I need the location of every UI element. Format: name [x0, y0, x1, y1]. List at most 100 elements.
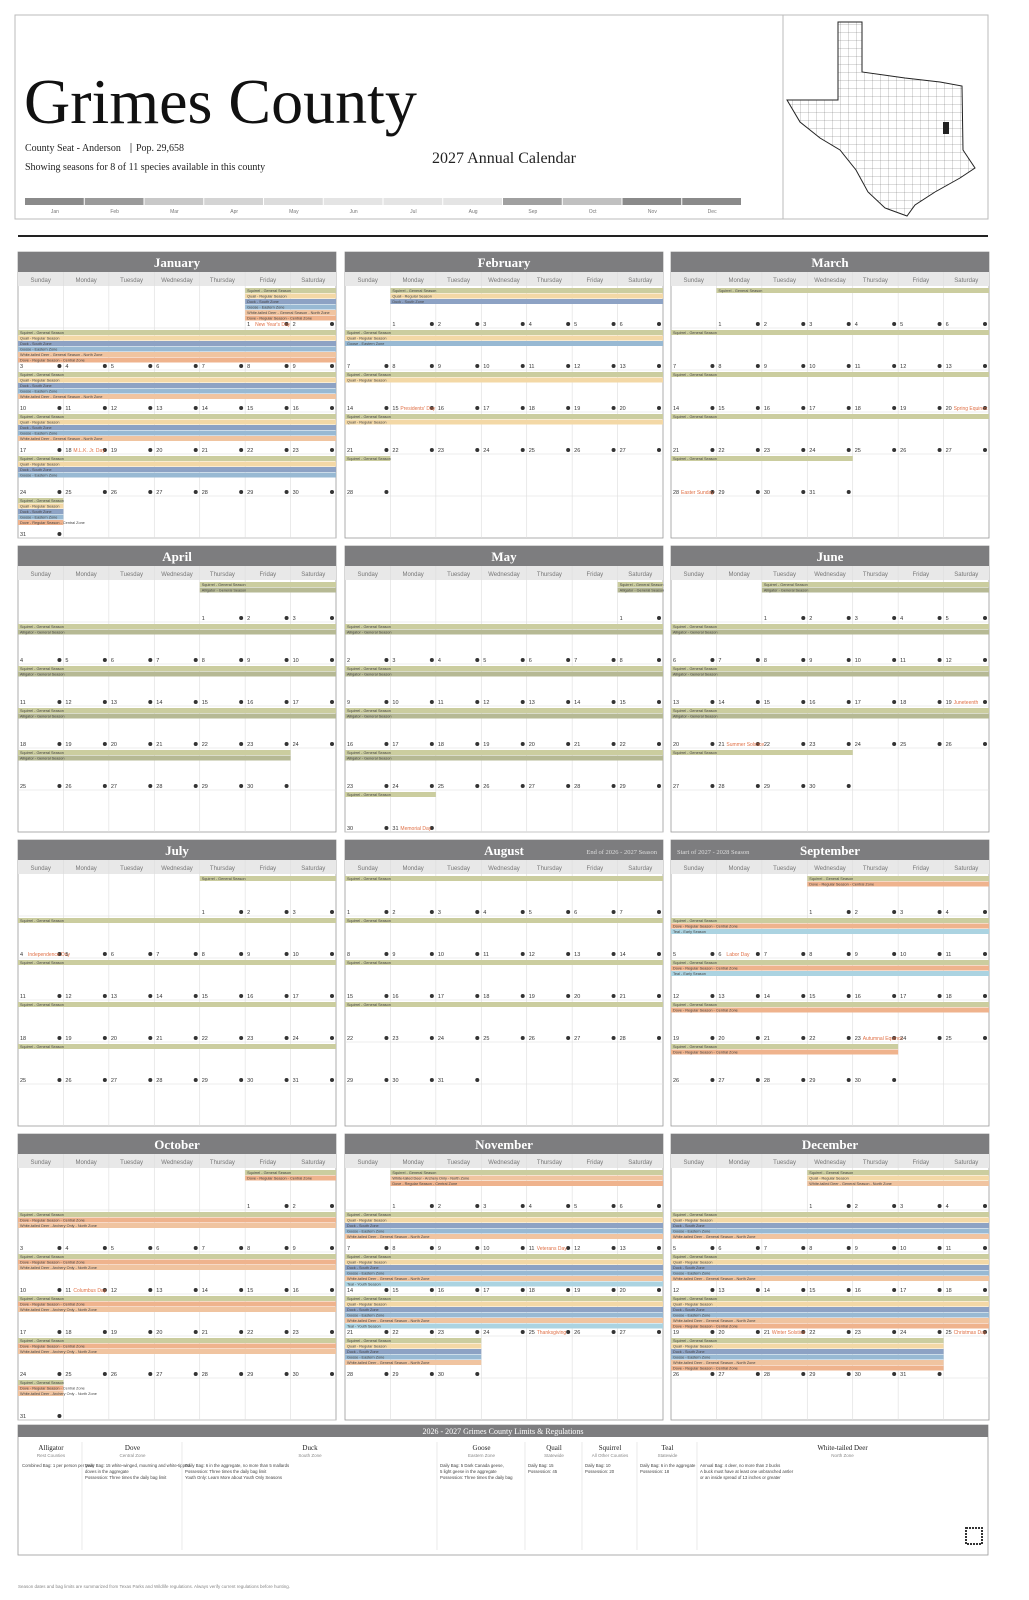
- day-number: 9: [809, 658, 812, 664]
- season-label: Quail - Regular Season: [673, 1345, 712, 1349]
- moon-phase: [330, 1204, 334, 1208]
- day-number: 2: [347, 658, 350, 664]
- day-number: 26: [574, 1330, 580, 1336]
- regs-title: 2026 - 2027 Grimes County Limits & Regul…: [422, 1427, 583, 1436]
- holiday-label: Summer Solstice: [726, 742, 764, 748]
- season-label: Duck - South Zone: [20, 468, 52, 472]
- moon-phase: [710, 490, 715, 494]
- moon-phase: [611, 364, 616, 368]
- moon-phase: [239, 1330, 244, 1334]
- day-number: 2: [247, 616, 250, 622]
- day-number: 24: [293, 1036, 299, 1042]
- moon-phase: [102, 1246, 107, 1250]
- species-zone: Eastern Zone: [468, 1453, 496, 1458]
- moon-phase: [102, 490, 107, 494]
- moon-phase: [193, 952, 198, 956]
- weekday-label: Saturday: [301, 866, 325, 872]
- season-label: White-tailed Deer - General Season - Nor…: [20, 353, 103, 357]
- month-panel: February Sunday Monday Tuesday Wednesday Thur…: [344, 251, 664, 539]
- weekday-row: [345, 1154, 663, 1168]
- moon-phase: [475, 1204, 480, 1208]
- weekday-label: Monday: [728, 278, 749, 284]
- day-number: 6: [946, 322, 949, 328]
- season-label: Quail - Regular Season: [392, 295, 431, 299]
- season-label: White-tailed Deer - General Season - Nor…: [347, 1361, 430, 1365]
- season-bar: [18, 498, 64, 503]
- rule-text: Daily Bag: 6 in the aggregate, no more t…: [185, 1463, 289, 1468]
- month-name: September: [800, 843, 860, 858]
- season-label: Teal - Early Season: [673, 930, 706, 934]
- moon-phase: [330, 742, 334, 746]
- moon-phase: [657, 1330, 661, 1334]
- day-number: 6: [574, 910, 577, 916]
- season-bar: [671, 1354, 944, 1360]
- moon-phase: [611, 1288, 616, 1292]
- day-number: 13: [111, 994, 117, 1000]
- day-number: 25: [65, 1372, 71, 1378]
- moon-phase: [983, 406, 987, 410]
- season-label: Squirrel - General Season: [347, 667, 391, 671]
- month-strip: Jan Feb Mar Apr May Jun Jul Aug Sep Oct Nov Dec: [25, 198, 741, 215]
- day-number: 19: [900, 406, 906, 412]
- moon-phase: [657, 910, 661, 914]
- season-label: Squirrel - General Season: [764, 583, 808, 587]
- moon-phase: [284, 1246, 289, 1250]
- moon-phase: [102, 364, 107, 368]
- moon-phase: [102, 448, 107, 452]
- season-label: Squirrel - General Season: [20, 919, 64, 923]
- day-number: 12: [111, 1288, 117, 1294]
- season-bar: [671, 960, 989, 965]
- day-number: 11: [529, 1246, 535, 1252]
- season-label: Quail - Regular Season: [20, 379, 59, 383]
- moon-phase: [148, 406, 153, 410]
- rule-text: Possession: Three times the daily bag li…: [85, 1475, 167, 1480]
- weekday-label: Monday: [75, 866, 96, 872]
- moon-phase: [475, 658, 480, 662]
- moon-phase: [330, 1288, 334, 1292]
- moon-phase: [983, 742, 987, 746]
- weekday-label: Monday: [728, 1160, 749, 1166]
- moon-phase: [755, 1330, 760, 1334]
- day-number: 1: [809, 910, 812, 916]
- strip-segment: [503, 198, 562, 205]
- moon-phase: [566, 1288, 571, 1292]
- season-bar: [18, 503, 64, 509]
- season-label: Quail - Regular Season: [673, 1219, 712, 1223]
- moon-phase: [384, 364, 389, 368]
- moon-phase: [657, 322, 661, 326]
- season-bar: [761, 587, 989, 593]
- strip-label: Jan: [51, 209, 59, 215]
- moon-phase: [193, 700, 198, 704]
- day-number: 26: [483, 784, 489, 790]
- day-number: 25: [20, 1078, 26, 1084]
- season-label: Duck - South Zone: [20, 426, 52, 430]
- species-name: Squirrel: [599, 1444, 622, 1452]
- month-panel: October Sunday Monday Tuesday Wednesday Thurs…: [17, 1133, 337, 1421]
- day-number: 18: [438, 742, 444, 748]
- moon-phase: [239, 616, 244, 620]
- weekday-row: [345, 860, 663, 874]
- moon-phase: [611, 406, 616, 410]
- weekday-label: Tuesday: [447, 572, 470, 578]
- moon-phase: [148, 1330, 153, 1334]
- season-label: Dove - Regular Season - Central Zone: [247, 317, 312, 321]
- season-bar: [18, 1259, 336, 1265]
- day-number: 17: [809, 406, 815, 412]
- moon-phase: [429, 364, 434, 368]
- day-number: 10: [293, 952, 299, 958]
- day-number: 2: [293, 1204, 296, 1210]
- season-bar: [671, 965, 989, 971]
- day-number: 12: [65, 994, 71, 1000]
- moon-phase: [937, 322, 942, 326]
- rule-text: Possession: 20: [585, 1469, 615, 1474]
- strip-label: Jul: [410, 209, 416, 215]
- moon-phase: [429, 1036, 434, 1040]
- moon-phase: [755, 406, 760, 410]
- day-number: 12: [673, 994, 679, 1000]
- moon-phase: [846, 490, 851, 494]
- day-number: 22: [202, 742, 208, 748]
- season-label: Duck - South Zone: [20, 510, 52, 514]
- moon-phase: [801, 406, 806, 410]
- weekday-label: Thursday: [537, 866, 562, 872]
- moon-phase: [384, 658, 389, 662]
